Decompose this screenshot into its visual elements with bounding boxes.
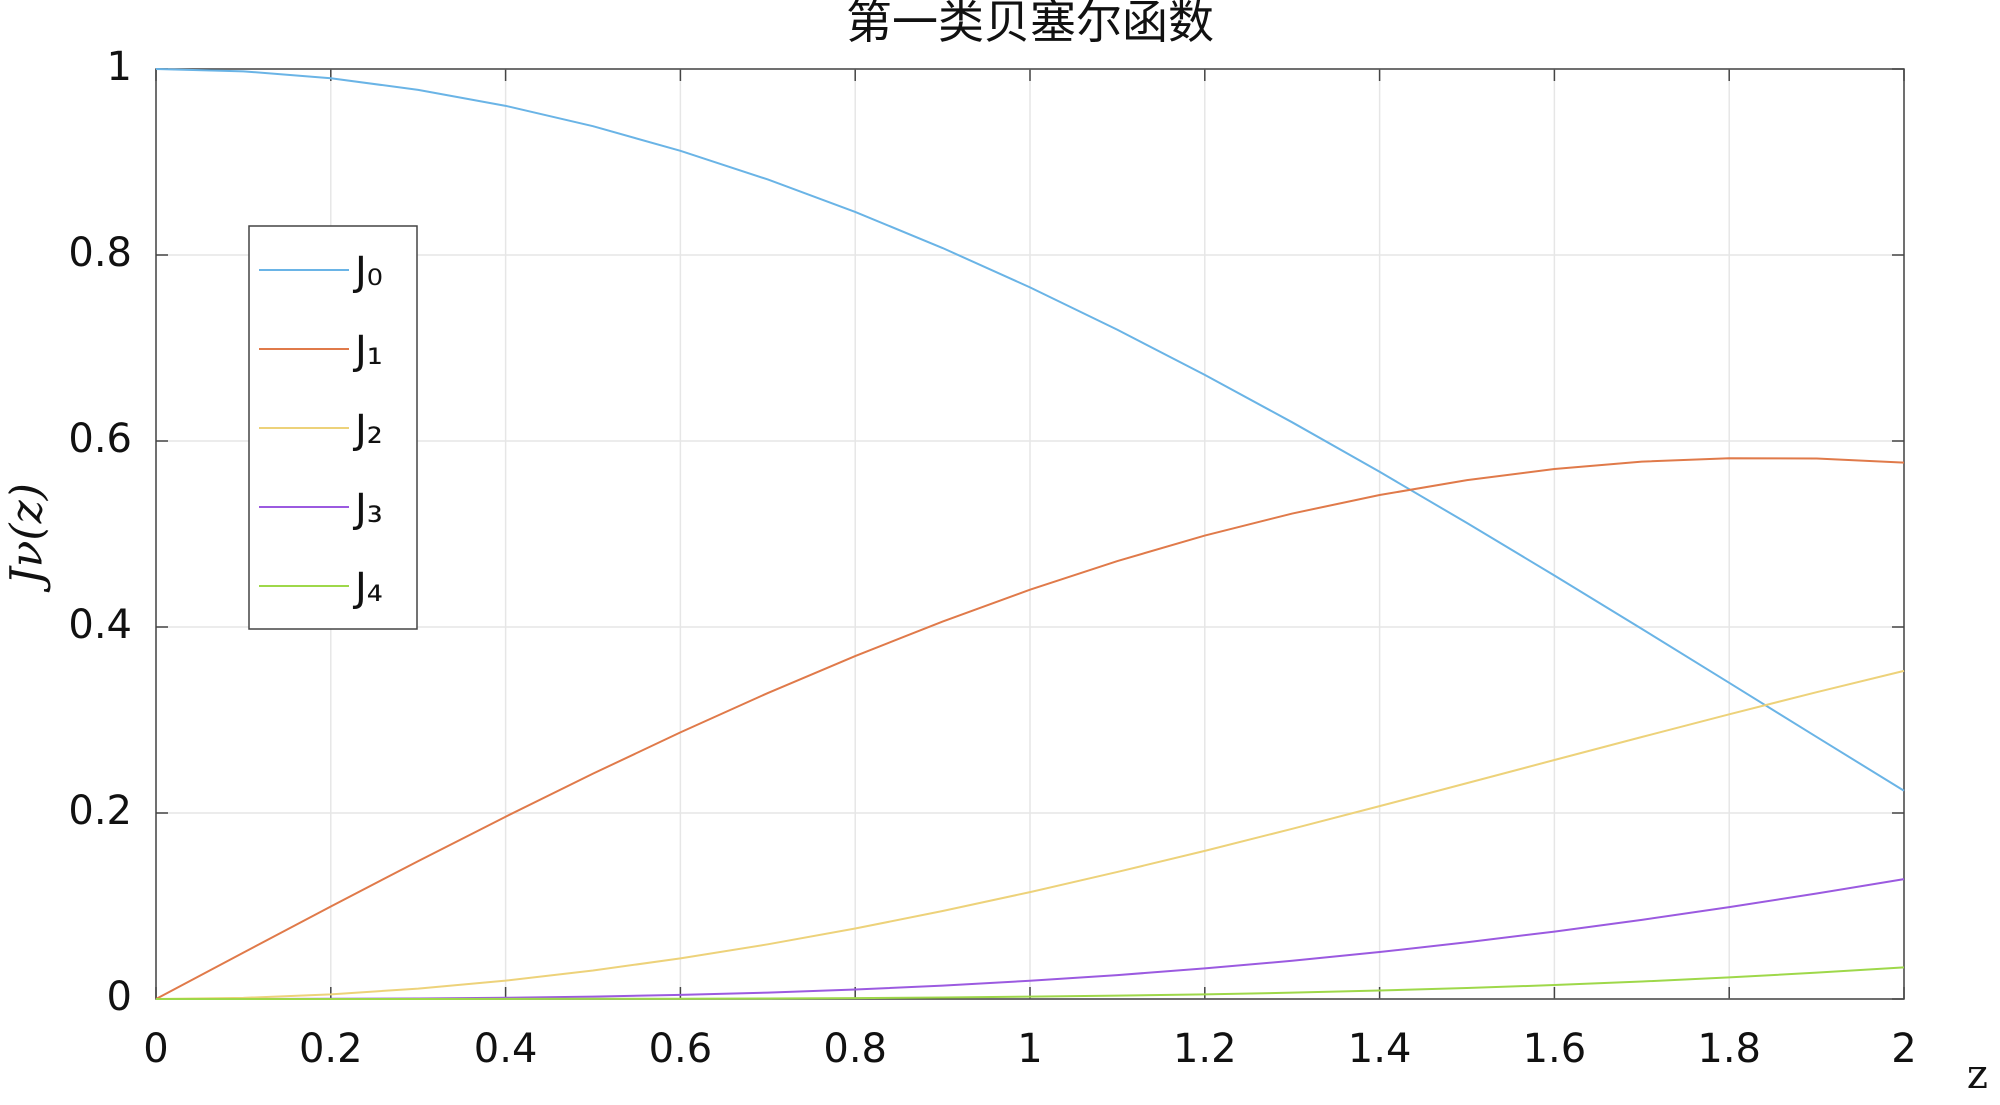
x-tick-label: 0 [143, 1026, 168, 1072]
x-tick-label: 1.4 [1348, 1026, 1412, 1072]
legend-label: J₄ [352, 565, 383, 611]
x-tick-label: 0.2 [299, 1026, 363, 1072]
y-axis-label: Jν(z) [2, 483, 53, 593]
legend-label: J₀ [352, 249, 383, 295]
legend-label: J₃ [352, 486, 383, 532]
data-line [155, 68, 1905, 792]
y-tick-label: 0 [107, 974, 132, 1020]
legend-label: J₂ [352, 407, 383, 453]
x-tick-label: 0.6 [649, 1026, 713, 1072]
data-line [155, 669, 1905, 1000]
chart-title: 第一类贝塞尔函数 [846, 0, 1214, 49]
legend: J₀ J₁ J₂ J₃ J₄ [248, 225, 418, 630]
x-tick-label: 2 [1891, 1026, 1916, 1072]
legend-label: J₁ [352, 328, 383, 374]
x-tick-label: 1.8 [1697, 1026, 1761, 1072]
y-tick-label: 0.6 [68, 416, 132, 462]
data-line [156, 966, 1905, 1000]
y-tick-label: 0.8 [68, 230, 132, 276]
x-tick-label: 1.2 [1173, 1026, 1237, 1072]
x-tick-label: 0.8 [823, 1026, 887, 1072]
x-tick-label: 0.4 [474, 1026, 538, 1072]
x-axis-label: z [1967, 1052, 1988, 1098]
y-tick-label: 0.4 [68, 602, 132, 648]
x-tick-label: 1 [1017, 1026, 1042, 1072]
y-tick-label: 1 [107, 44, 132, 90]
data-line [155, 457, 1905, 1000]
axes-box [155, 68, 1905, 1000]
x-tick-label: 1.6 [1523, 1026, 1587, 1072]
y-tick-label: 0.2 [68, 788, 132, 834]
